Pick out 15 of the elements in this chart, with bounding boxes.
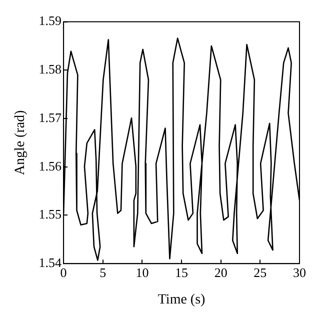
- y-axis-title: Angle (rad): [13, 110, 28, 176]
- x-tick-label: 0: [60, 264, 67, 280]
- y-tick-label: 1.54: [38, 255, 62, 270]
- y-tick-label: 1.59: [38, 13, 62, 28]
- x-tick-label: 25: [254, 264, 267, 280]
- y-tick-label: 1.55: [38, 206, 62, 222]
- x-tick-label: 30: [293, 264, 306, 280]
- x-tick-label: 5: [100, 264, 106, 280]
- y-tick-label: 1.57: [38, 110, 62, 125]
- x-axis-title: Time (s): [158, 292, 206, 308]
- x-tick-label: 20: [214, 264, 228, 280]
- y-tick-label: 1.56: [38, 158, 62, 174]
- y-tick-label: 1.58: [38, 62, 62, 77]
- x-tick-label: 15: [175, 264, 188, 280]
- x-tick-label: 10: [136, 264, 149, 280]
